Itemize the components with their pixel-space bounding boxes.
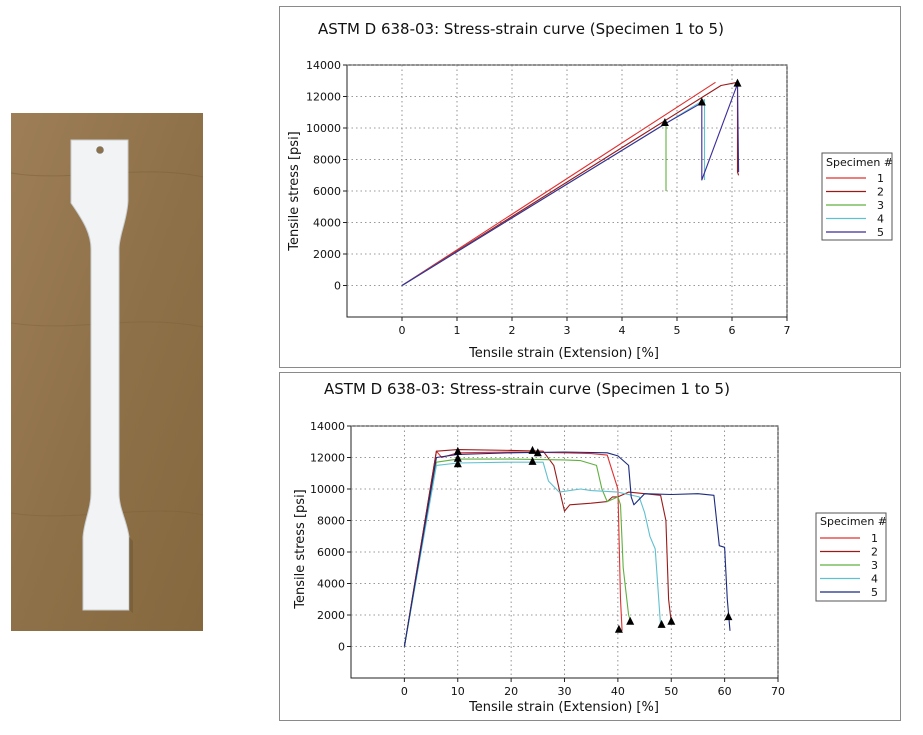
break-marker — [660, 118, 669, 126]
x-tick-label: 0 — [399, 324, 406, 337]
x-tick-label: 1 — [454, 324, 461, 337]
break-marker — [667, 616, 676, 625]
series-line-1 — [401, 81, 716, 286]
x-tick-label: 5 — [674, 324, 681, 337]
legend-label-1: 1 — [877, 172, 884, 185]
x-tick-label: 20 — [504, 685, 518, 698]
series-line-2 — [403, 449, 672, 647]
legend-label-4: 4 — [877, 213, 884, 226]
legend-label-3: 3 — [877, 199, 884, 212]
legend-box — [821, 152, 893, 241]
y-tick-label: 12000 — [306, 91, 341, 104]
x-tick-label: 7 — [784, 324, 791, 337]
chart-title: ASTM D 638-03: Stress-strain curve (Spec… — [324, 380, 730, 398]
y-tick-label: 0 — [334, 280, 341, 293]
break-marker — [528, 456, 537, 465]
x-tick-label: 10 — [451, 685, 465, 698]
stress-strain-chart-top: ASTM D 638-03: Stress-strain curve (Spec… — [287, 20, 893, 361]
break-marker — [453, 459, 462, 468]
x-tick-label: 2 — [509, 324, 516, 337]
y-tick-label: 0 — [338, 641, 345, 654]
legend-label-3: 3 — [871, 559, 878, 572]
break-marker — [657, 619, 666, 628]
y-tick-label: 8000 — [313, 154, 341, 167]
legend-box — [815, 512, 887, 602]
legend-title: Specimen # — [820, 515, 887, 528]
x-axis-label: Tensile strain (Extension) [%] — [468, 346, 659, 361]
x-tick-label: 50 — [664, 685, 678, 698]
y-tick-label: 4000 — [313, 217, 341, 230]
legend-label-4: 4 — [871, 573, 878, 586]
break-marker — [528, 445, 537, 454]
x-tick-label: 60 — [718, 685, 732, 698]
legend-title: Specimen # — [826, 156, 893, 169]
chart-panel-bottom: ASTM D 638-03: Stress-strain curve (Spec… — [279, 372, 901, 721]
break-marker — [626, 616, 635, 625]
y-tick-label: 6000 — [313, 185, 341, 198]
x-tick-label: 30 — [558, 685, 572, 698]
y-tick-label: 10000 — [310, 483, 345, 496]
break-marker — [614, 624, 623, 633]
break-marker — [533, 448, 542, 457]
specimen-photo-drawing — [11, 113, 203, 631]
y-tick-label: 2000 — [313, 248, 341, 261]
y-tick-label: 14000 — [310, 420, 345, 433]
legend-label-5: 5 — [871, 586, 878, 599]
legend-label-5: 5 — [877, 226, 884, 239]
y-tick-label: 2000 — [317, 609, 345, 622]
chart-title: ASTM D 638-03: Stress-strain curve (Spec… — [318, 20, 724, 38]
x-tick-label: 70 — [771, 685, 785, 698]
series-line-5 — [401, 83, 740, 286]
y-tick-label: 12000 — [310, 452, 345, 465]
x-tick-label: 6 — [729, 324, 736, 337]
series-line-5 — [403, 451, 731, 647]
y-tick-label: 10000 — [306, 122, 341, 135]
x-tick-label: 40 — [611, 685, 625, 698]
y-tick-label: 6000 — [317, 546, 345, 559]
chart-panel-top: ASTM D 638-03: Stress-strain curve (Spec… — [279, 6, 901, 368]
x-tick-label: 3 — [564, 324, 571, 337]
y-axis-label: Tensile stress [psi] — [293, 489, 308, 609]
series-line-4 — [403, 461, 662, 647]
break-marker — [733, 78, 742, 87]
x-axis-label: Tensile strain (Extension) [%] — [468, 700, 659, 715]
legend-label-2: 2 — [877, 186, 884, 199]
y-tick-label: 14000 — [306, 59, 341, 72]
x-tick-label: 4 — [619, 324, 626, 337]
series-line-3 — [403, 458, 632, 647]
y-tick-label: 4000 — [317, 578, 345, 591]
break-marker — [453, 446, 462, 455]
hanging-hole — [96, 146, 104, 154]
break-marker — [724, 612, 733, 621]
break-marker — [697, 97, 706, 106]
stress-strain-chart-bottom: ASTM D 638-03: Stress-strain curve (Spec… — [293, 380, 887, 715]
y-axis-label: Tensile stress [psi] — [287, 131, 302, 251]
legend-label-1: 1 — [871, 532, 878, 545]
x-tick-label: 0 — [401, 685, 408, 698]
break-marker — [453, 453, 462, 462]
legend-label-2: 2 — [871, 546, 878, 559]
y-tick-label: 8000 — [317, 515, 345, 528]
series-line-1 — [403, 450, 623, 647]
specimen-photo — [11, 113, 203, 631]
